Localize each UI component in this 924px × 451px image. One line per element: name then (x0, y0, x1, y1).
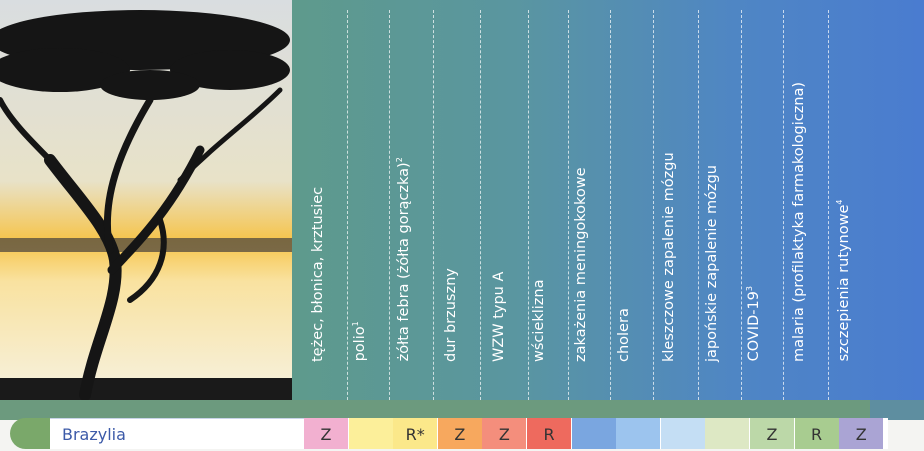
column-label: żółta febra (żółta gorączka)2 (395, 157, 412, 361)
column-divider (480, 10, 481, 410)
vaccine-cell (705, 418, 750, 449)
column-divider (653, 10, 654, 410)
region-tab (10, 418, 50, 449)
vaccine-cell (571, 418, 616, 449)
vaccine-cell (660, 418, 705, 449)
vaccine-cell: R (527, 418, 571, 449)
header-band (0, 400, 924, 420)
column-label-text: dur brzuszny (443, 268, 459, 362)
column-label: wścieklizna (531, 280, 547, 362)
column-divider (610, 10, 611, 410)
column-label: COVID-193 (745, 286, 762, 361)
column-header: wścieklizna (525, 0, 569, 410)
column-label: dur brzuszny (443, 268, 459, 362)
column-header: kleszczowe zapalenie mózgu (655, 0, 699, 410)
column-divider (741, 10, 742, 410)
country-name: Brazylia (50, 418, 304, 449)
footnote-mark: 2 (395, 157, 405, 163)
column-label-text: zakażenia meningokokowe (573, 167, 589, 362)
footnote-mark: 4 (835, 199, 845, 205)
column-label-text: kleszczowe zapalenie mózgu (661, 152, 677, 362)
column-divider (347, 10, 348, 410)
column-divider (783, 10, 784, 410)
column-label: cholera (616, 308, 632, 362)
vaccine-cell: Z (839, 418, 884, 449)
column-label-text: japońskie zapalenie mózgu (704, 165, 720, 362)
column-header: polio1 (346, 0, 390, 410)
vaccine-cell: R* (393, 418, 438, 449)
column-label-text: malaria (profilaktyka farmakologiczna) (791, 81, 807, 362)
column-label-text: WZW typu A (491, 271, 507, 362)
column-divider (828, 10, 829, 410)
column-label: WZW typu A (491, 272, 507, 362)
column-divider (433, 10, 434, 410)
column-label-text: tężec, błonica, krztusiec (310, 186, 326, 362)
vaccine-cell: Z (750, 418, 794, 449)
column-label-text: polio (352, 326, 368, 362)
vaccine-cell: Z (304, 418, 348, 449)
column-header: japońskie zapalenie mózgu (698, 0, 742, 410)
column-label: malaria (profilaktyka farmakologiczna) (791, 82, 807, 362)
column-divider (698, 10, 699, 410)
column-divider (568, 10, 569, 410)
column-label: japońskie zapalenie mózgu (704, 165, 720, 362)
column-label-text: wścieklizna (531, 279, 547, 362)
column-header: żółta febra (żółta gorączka)2 (390, 0, 434, 410)
acacia-sunset-photo (0, 0, 292, 402)
vaccine-cell (348, 418, 393, 449)
column-header: malaria (profilaktyka farmakologiczna) (785, 0, 829, 410)
column-header: WZW typu A (485, 0, 529, 410)
footnote-mark: 3 (745, 286, 755, 292)
column-label-text: cholera (616, 308, 632, 362)
vaccine-cell: R (794, 418, 839, 449)
column-label: polio1 (351, 321, 368, 361)
column-label: zakażenia meningokokowe (573, 167, 589, 362)
column-label-text: żółta febra (żółta gorączka) (396, 162, 412, 362)
column-label: tężec, błonica, krztusiec (310, 187, 326, 362)
column-label: kleszczowe zapalenie mózgu (661, 152, 677, 362)
vaccine-cell: Z (437, 418, 482, 449)
footnote-mark: 1 (351, 321, 361, 327)
column-divider (389, 10, 390, 410)
column-header: dur brzuszny (437, 0, 481, 410)
table-header: tężec, błonica, krztusiec polio1 żółta feb… (292, 0, 924, 420)
column-header: szczepienia rutynowe4 (830, 0, 874, 410)
page-margin (888, 420, 924, 449)
column-header: zakażenia meningokokowe (567, 0, 611, 410)
column-header: COVID-193 (740, 0, 784, 410)
column-divider (528, 10, 529, 410)
vaccine-cell: Z (482, 418, 527, 449)
column-label-text: szczepienia rutynowe (836, 204, 852, 362)
vaccine-cell (616, 418, 661, 449)
column-label-text: COVID-19 (746, 291, 762, 362)
column-header: tężec, błonica, krztusiec (304, 0, 348, 410)
column-label: szczepienia rutynowe4 (835, 200, 852, 362)
table-row: Brazylia Z R* Z Z R Z R Z (50, 418, 888, 449)
column-header: cholera (610, 0, 654, 410)
